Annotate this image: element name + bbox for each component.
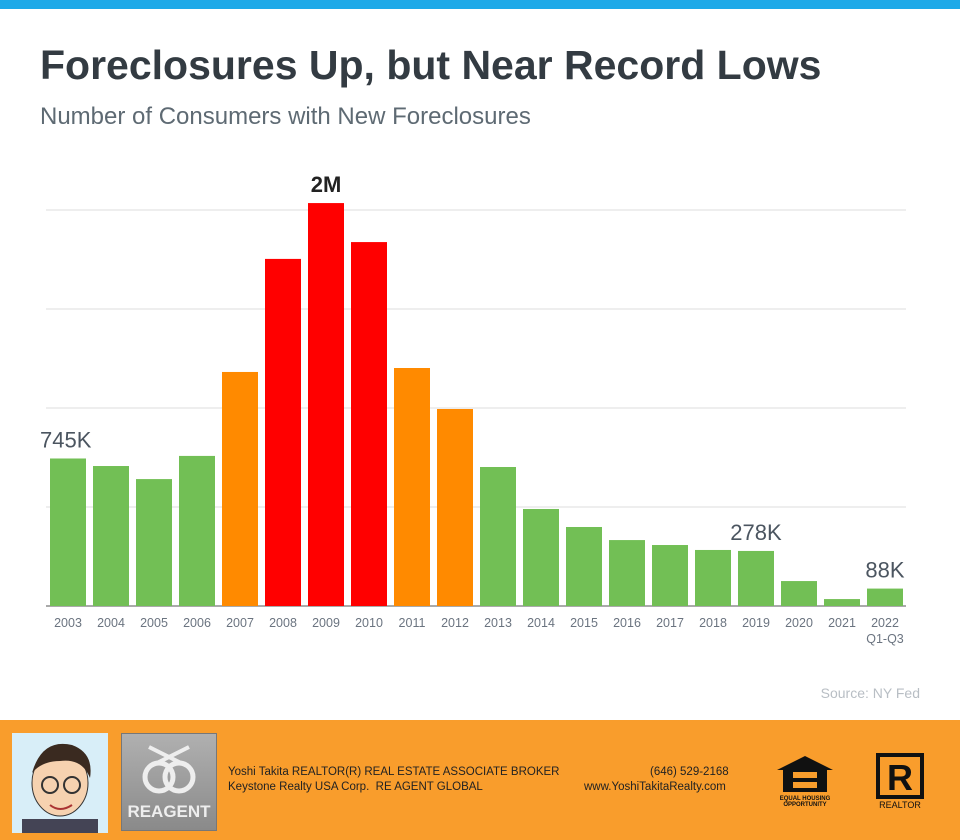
chart-title: Foreclosures Up, but Near Record Lows — [40, 42, 822, 88]
bar — [394, 368, 430, 606]
value-label: 2M — [311, 172, 342, 197]
bar — [738, 550, 774, 606]
bar — [308, 203, 344, 606]
bar — [781, 581, 817, 606]
x-tick-label: 2011 — [398, 616, 426, 630]
phone: (646) 529-2168 — [650, 766, 729, 778]
x-tick-label: 2016 — [613, 616, 641, 630]
bar — [609, 540, 645, 606]
bar — [566, 526, 602, 606]
agent-portrait — [12, 733, 108, 833]
x-tick-label: 2019 — [742, 616, 770, 630]
x-tick-label: 2014 — [527, 616, 555, 630]
bar — [136, 479, 172, 606]
top-stripe — [0, 0, 960, 9]
footer: REAGENT Yoshi Takita REALTOR(R) REAL EST… — [0, 720, 960, 840]
bar — [50, 458, 86, 606]
bar — [437, 408, 473, 606]
source: Source: NY Fed — [820, 685, 920, 701]
x-tick-label: 2009 — [312, 616, 340, 630]
value-label: 88K — [865, 558, 904, 583]
x-tick-label: 2021 — [828, 616, 856, 630]
reagent-logo: REAGENT — [121, 733, 217, 831]
x-tick-label: 2018 — [699, 616, 727, 630]
x-tick-label: 2005 — [140, 616, 168, 630]
x-tick-label: 2013 — [484, 616, 512, 630]
x-tick-label: 2007 — [226, 616, 254, 630]
website: www.YoshiTakitaRealty.com — [584, 781, 726, 793]
bar — [480, 467, 516, 606]
x-tick-label: 2017 — [656, 616, 684, 630]
bar — [222, 371, 258, 606]
x-tick-label: 2004 — [97, 616, 125, 630]
bar — [179, 455, 215, 606]
value-label: 278K — [730, 520, 782, 545]
bar — [867, 588, 903, 606]
x-tick-label: 2012 — [441, 616, 469, 630]
equal-housing-text: EQUAL HOUSING OPPORTUNITY — [779, 796, 831, 808]
realtor-icon: R — [876, 753, 924, 799]
chart: 745K 2M 278K 88K — [40, 172, 906, 607]
equal-housing-icon — [777, 756, 833, 792]
bar — [265, 258, 301, 606]
x-tick-label: 2006 — [183, 616, 211, 630]
svg-text:R: R — [887, 757, 913, 798]
bar — [652, 545, 688, 606]
x-tick-label: 2015 — [570, 616, 598, 630]
company: Keystone Realty USA Corp. RE AGENT GLOBA… — [228, 781, 483, 793]
bar — [824, 599, 860, 606]
x-tick-label: 2003 — [54, 616, 82, 630]
x-tick-label: 2020 — [785, 616, 813, 630]
bar — [93, 466, 129, 606]
bar — [523, 508, 559, 606]
agent-name: Yoshi Takita REALTOR(R) REAL ESTATE ASSO… — [228, 766, 560, 778]
realtor-text: REALTOR — [879, 800, 921, 810]
reagent-text: REAGENT — [127, 802, 211, 821]
x-tick-label: 2010 — [355, 616, 383, 630]
x-tick-label: 2008 — [269, 616, 297, 630]
value-label: 745K — [40, 427, 92, 452]
bar — [351, 242, 387, 607]
chart-subtitle: Number of Consumers with New Foreclosure… — [40, 103, 531, 130]
x-tick-label: 2022 Q1-Q3 — [866, 616, 904, 646]
bar — [695, 549, 731, 606]
